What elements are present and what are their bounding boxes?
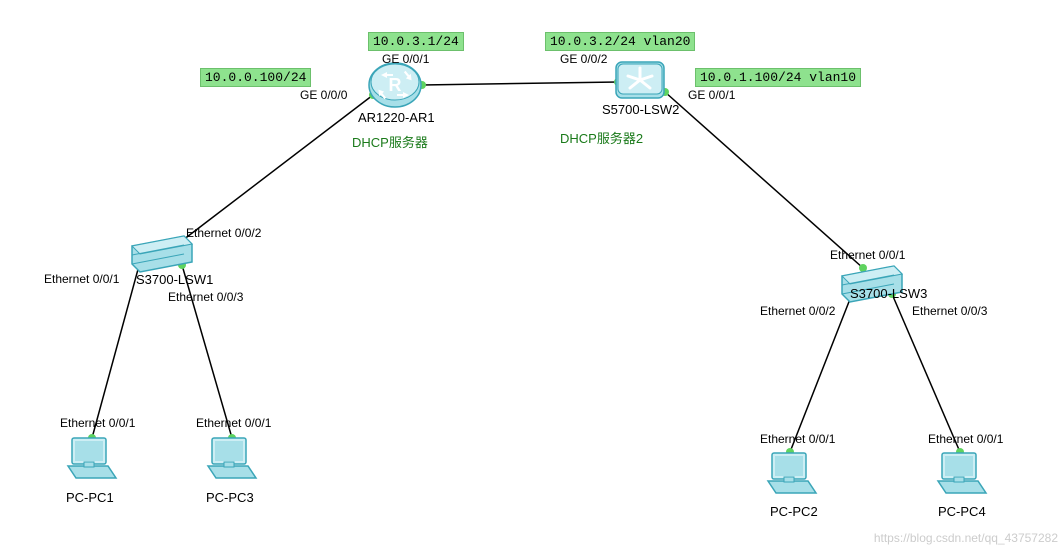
pc-icon (768, 453, 816, 493)
port-label: Ethernet 0/0/3 (912, 304, 987, 318)
topology-canvas: R (0, 0, 1064, 549)
link-lsw1-pc1 (92, 262, 140, 438)
port-label: Ethernet 0/0/1 (44, 272, 119, 286)
device-label-ar1: AR1220-AR1 (358, 110, 435, 125)
pc-icon (938, 453, 986, 493)
port-label: Ethernet 0/0/1 (60, 416, 135, 430)
device-label-pc2: PC-PC2 (770, 504, 818, 519)
port-label: Ethernet 0/0/3 (168, 290, 243, 304)
device-label-pc3: PC-PC3 (206, 490, 254, 505)
device-label-lsw2: S5700-LSW2 (602, 102, 679, 117)
port-label: GE 0/0/1 (382, 52, 429, 66)
link-ar1-lsw1 (183, 95, 373, 240)
svg-text:R: R (389, 75, 402, 95)
port-label: Ethernet 0/0/2 (186, 226, 261, 240)
device-label-lsw3: S3700-LSW3 (850, 286, 927, 301)
port-label: Ethernet 0/0/2 (760, 304, 835, 318)
ip-label-ar1-ge1: 10.0.3.1/24 (368, 32, 464, 51)
watermark: https://blog.csdn.net/qq_43757282 (874, 531, 1058, 545)
port-label: GE 0/0/1 (688, 88, 735, 102)
device-label-lsw1: S3700-LSW1 (136, 272, 213, 287)
pc-icon (208, 438, 256, 478)
port-label: GE 0/0/0 (300, 88, 347, 102)
device-label-pc4: PC-PC4 (938, 504, 986, 519)
ip-label-lsw2-ge2: 10.0.3.2/24 vlan20 (545, 32, 695, 51)
router-icon: R (369, 63, 421, 107)
link-lsw2-lsw3 (665, 92, 863, 268)
ip-label-lsw2-ge1: 10.0.1.100/24 vlan10 (695, 68, 861, 87)
role-label-ar1: DHCP服务器 (352, 132, 428, 151)
port-label: Ethernet 0/0/1 (830, 248, 905, 262)
pc-icon (68, 438, 116, 478)
port-label: GE 0/0/2 (560, 52, 607, 66)
link-ar1-lsw2 (422, 82, 618, 85)
ip-label-ar1-ge0: 10.0.0.100/24 (200, 68, 311, 87)
port-label: Ethernet 0/0/1 (928, 432, 1003, 446)
device-label-pc1: PC-PC1 (66, 490, 114, 505)
role-label-lsw2: DHCP服务器2 (560, 128, 643, 147)
l3switch-icon (616, 62, 664, 98)
port-label: Ethernet 0/0/1 (760, 432, 835, 446)
port-label: Ethernet 0/0/1 (196, 416, 271, 430)
